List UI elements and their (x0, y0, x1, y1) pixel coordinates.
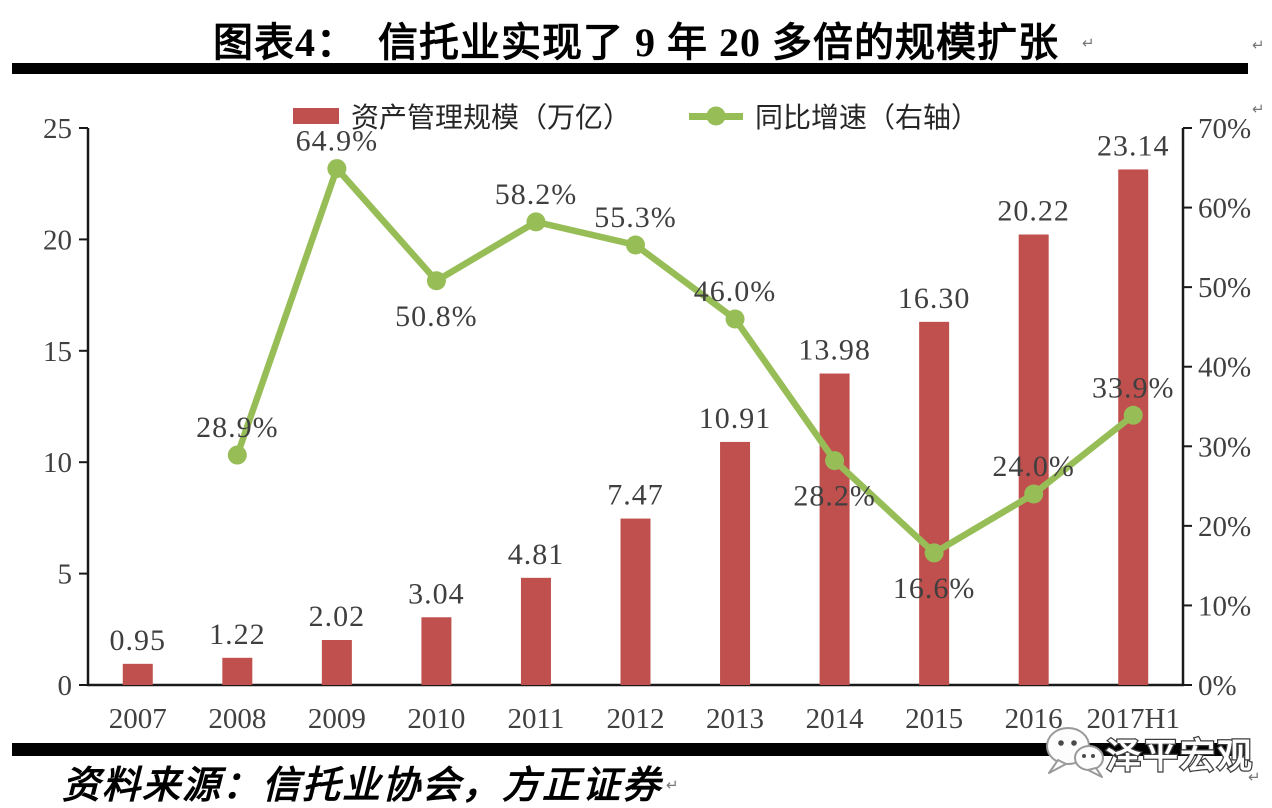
right-axis-tick-label: 40% (1198, 352, 1251, 384)
x-axis-label: 2015 (905, 703, 963, 735)
right-axis-tick-label: 60% (1198, 193, 1251, 225)
legend-item-bar-series: 资产管理规模（万亿） (292, 96, 631, 136)
left-axis-tick-label: 15 (43, 336, 72, 368)
bar-2012 (620, 518, 651, 685)
bar-series-swatch (292, 108, 339, 124)
watermark: 泽平宏观 (1036, 720, 1268, 791)
left-axis-tick-label: 25 (43, 118, 72, 145)
x-axis-label: 2014 (806, 703, 865, 735)
bar-value-label: 1.22 (209, 618, 266, 651)
paragraph-mark: ↵ (1248, 768, 1261, 786)
legend-label-line-series: 同比增速（右轴） (755, 103, 980, 134)
source-note: 资料来源：信托业协会，方正证券 (62, 765, 663, 807)
bar-2007 (122, 663, 153, 685)
watermark-graphic: 泽平宏观 (1046, 727, 1254, 778)
bar-2014 (819, 373, 850, 685)
line-point-label: 64.9% (296, 125, 379, 158)
left-axis-tick-label: 0 (58, 670, 73, 702)
line-point-2008 (227, 445, 247, 465)
line-point-label: 28.2% (793, 480, 876, 513)
x-axis-label: 2016 (1005, 703, 1063, 735)
line-series-marker (706, 106, 726, 126)
bar-2016 (1018, 234, 1049, 685)
right-axis-tick-label: 30% (1198, 431, 1251, 463)
top-divider-rule (12, 63, 1248, 74)
bar-value-label: 7.47 (607, 479, 664, 512)
paragraph-mark: ↵ (1252, 36, 1265, 54)
right-axis-tick-label: 0% (1198, 670, 1237, 702)
line-point-2015 (924, 543, 944, 563)
line-point-label: 16.6% (893, 572, 976, 605)
right-axis-tick-label: 50% (1198, 272, 1251, 304)
paragraph-mark: ↵ (1252, 100, 1265, 118)
bar-value-label: 0.95 (110, 624, 167, 657)
line-point-2014 (825, 451, 845, 471)
bar-value-label: 10.91 (699, 402, 772, 435)
right-axis-tick-label: 20% (1198, 511, 1251, 543)
line-point-2009 (327, 159, 347, 179)
chart-legend: 资产管理规模（万亿） 同比增速（右轴） (0, 98, 1272, 134)
growth-rate-line (234, 165, 1137, 557)
line-point-2017H1 (1123, 405, 1143, 425)
left-axis-tick-label: 5 (58, 559, 73, 591)
line-point-label: 55.3% (594, 201, 677, 234)
legend-item-line-series: 同比增速（右轴） (689, 96, 979, 136)
left-axis-tick-label: 10 (43, 447, 72, 479)
right-axis-tick-label: 10% (1198, 590, 1251, 622)
bar-2015 (919, 321, 950, 685)
line-series-swatch (689, 106, 743, 126)
line-point-label: 58.2% (495, 178, 578, 211)
bar-value-label: 2.02 (309, 600, 366, 633)
line-point-label: 28.9% (196, 411, 279, 444)
left-axis-tick-label: 20 (43, 224, 72, 256)
bottom-divider-rule (12, 743, 1248, 756)
x-axis-label: 2009 (308, 703, 366, 735)
x-axis-label: 2017H1 (1087, 703, 1180, 735)
line-point-2016 (1024, 484, 1044, 504)
legend-label-bar-series: 资产管理规模（万亿） (350, 103, 631, 134)
x-axis-label: 2007 (109, 703, 167, 735)
line-point-2012 (626, 235, 645, 255)
line-point-2010 (426, 271, 446, 291)
bar-2011 (520, 577, 551, 685)
line-point-2011 (526, 212, 546, 232)
line-point-label: 24.0% (992, 450, 1075, 483)
bar-2008 (222, 657, 253, 685)
bar-value-label: 13.98 (798, 334, 871, 367)
x-axis-label: 2011 (507, 703, 564, 735)
line-point-2013 (725, 309, 745, 329)
bar-2010 (421, 617, 452, 685)
bar-value-label: 16.30 (898, 282, 971, 315)
line-point-label: 46.0% (694, 275, 777, 308)
right-axis-tick-label: 70% (1198, 118, 1251, 145)
bar-value-label: 4.81 (508, 538, 565, 571)
x-axis-label: 2008 (208, 703, 266, 735)
paragraph-mark: ↵ (666, 776, 679, 794)
bar-2013 (720, 441, 751, 685)
chart-figure-title: 图表4： 信托业实现了 9 年 20 多倍的规模扩张 (213, 20, 1059, 65)
bar-value-label: 23.14 (1097, 129, 1170, 162)
x-axis-label: 2013 (706, 703, 764, 735)
x-axis-label: 2012 (607, 703, 665, 735)
bar-2009 (321, 639, 352, 685)
bar-value-label: 20.22 (997, 194, 1070, 227)
chart-canvas: 0 5 10 15 20 25 0% 10% 20% 30% 40% 50% 60% 70% 2007 200… (43, 118, 1251, 735)
paragraph-mark: ↵ (1082, 34, 1095, 52)
line-point-label: 50.8% (395, 300, 478, 333)
line-point-label: 33.9% (1092, 371, 1175, 404)
bar-value-label: 3.04 (408, 577, 465, 610)
wechat-icon (1046, 727, 1104, 778)
x-axis-label: 2010 (407, 703, 465, 735)
watermark-text: 泽平宏观 (1106, 737, 1254, 776)
